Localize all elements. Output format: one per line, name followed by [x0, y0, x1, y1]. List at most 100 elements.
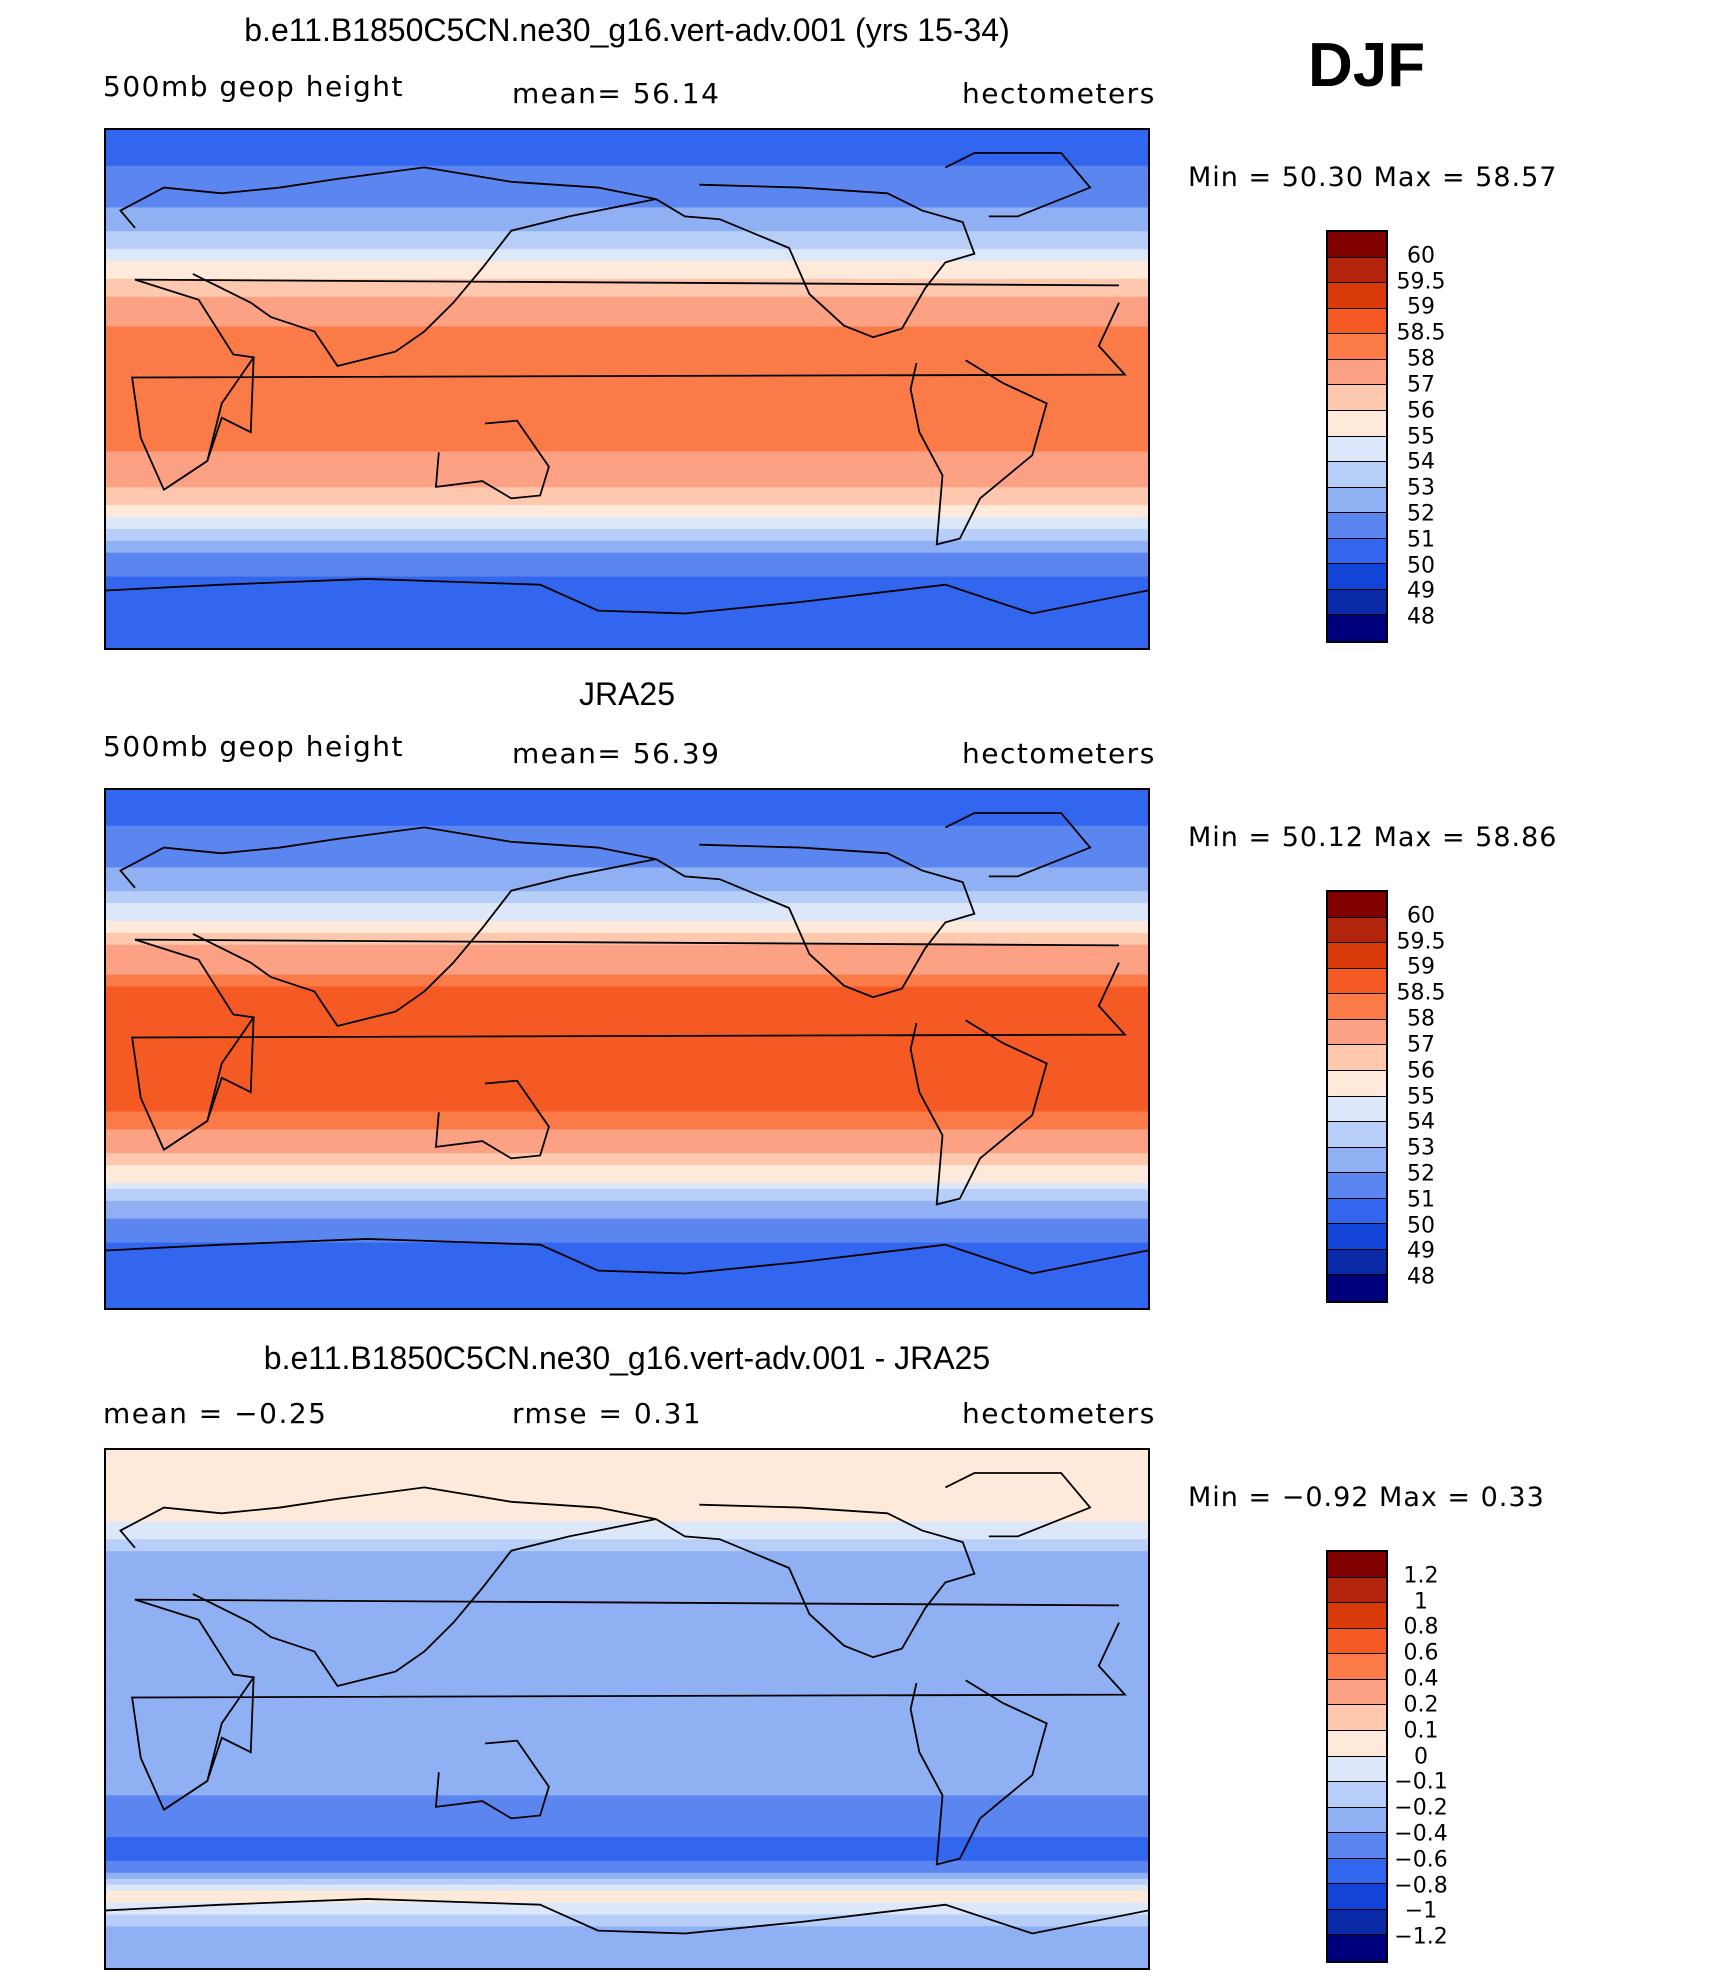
field-band: [106, 1188, 1148, 1196]
colorbar-label: 0.8: [1403, 1614, 1439, 1640]
field-band: [106, 1765, 1148, 1773]
field-band: [106, 1087, 1148, 1095]
coastline: [106, 578, 1148, 615]
field-band: [106, 1467, 1148, 1475]
field-band: [106, 1735, 1148, 1743]
field-band: [106, 1634, 1148, 1642]
field-band: [106, 1831, 1148, 1838]
panel-3-field: [106, 1450, 1148, 1968]
field-band: [106, 314, 1148, 322]
colorbar-label: 0: [1414, 1744, 1428, 1769]
colorbar-label: 50: [1407, 1213, 1435, 1239]
panel-1-units: hectometers: [962, 77, 1156, 110]
colorbar-swatch: [1328, 487, 1386, 514]
field-band: [106, 1878, 1148, 1886]
colorbar-label: 51: [1407, 527, 1435, 553]
field-band: [106, 1046, 1148, 1053]
field-band: [106, 1010, 1148, 1017]
field-band: [106, 1896, 1148, 1904]
field-band: [106, 831, 1148, 839]
field-band: [106, 552, 1148, 560]
field-band: [106, 1575, 1148, 1582]
panel-2-field: [106, 790, 1148, 1308]
field-band: [106, 873, 1148, 880]
panel-3-rmse: rmse = 0.31: [512, 1397, 703, 1430]
field-band: [106, 308, 1148, 316]
field-band: [106, 1580, 1148, 1588]
field-band: [106, 368, 1148, 375]
panel-2-colorbar: [1326, 890, 1388, 1303]
field-band: [106, 986, 1148, 994]
field-band: [106, 837, 1148, 845]
colorbar-label: 55: [1407, 1084, 1435, 1109]
field-band: [106, 153, 1148, 161]
colorbar-swatch: [1328, 513, 1386, 539]
field-band: [106, 1266, 1148, 1273]
field-band: [106, 1165, 1148, 1172]
field-band: [106, 511, 1148, 518]
field-band: [106, 1795, 1148, 1802]
field-band: [106, 1700, 1148, 1707]
field-band: [106, 1557, 1148, 1564]
field-band: [106, 249, 1148, 256]
colorbar-label: 0.6: [1403, 1640, 1439, 1666]
field-band: [106, 475, 1148, 482]
field-band: [106, 819, 1148, 827]
field-band: [106, 1563, 1148, 1570]
field-band: [106, 1628, 1148, 1636]
coastline: [909, 1019, 1048, 1206]
colorbar-label: 51: [1407, 1187, 1435, 1213]
field-band: [106, 165, 1148, 173]
field-band: [106, 1890, 1148, 1898]
colorbar-label: 48: [1407, 604, 1435, 630]
field-band: [106, 903, 1148, 910]
coastline: [163, 1017, 255, 1151]
field-band: [106, 171, 1148, 179]
colorbar-swatch: [1328, 1679, 1386, 1706]
field-band: [106, 1182, 1148, 1190]
field-band: [106, 296, 1148, 304]
colorbar-swatch: [1328, 1070, 1386, 1097]
colorbar-swatch: [1328, 1249, 1386, 1276]
coastline: [909, 1679, 1048, 1866]
field-band: [106, 493, 1148, 500]
field-band: [106, 974, 1148, 982]
field-band: [106, 1141, 1148, 1148]
field-band: [106, 1807, 1148, 1814]
field-band: [106, 570, 1148, 578]
colorbar-label: −0.4: [1394, 1821, 1448, 1847]
field-band: [106, 1081, 1148, 1089]
colorbar-swatch: [1328, 1628, 1386, 1655]
field-band: [106, 1230, 1148, 1238]
field-band: [106, 630, 1148, 637]
field-band: [106, 1842, 1148, 1850]
field-band: [106, 320, 1148, 328]
field-band: [106, 1450, 1148, 1457]
field-band: [106, 302, 1148, 310]
field-band: [106, 1717, 1148, 1725]
field-band: [106, 487, 1148, 494]
field-band: [106, 1022, 1148, 1029]
field-band: [106, 920, 1148, 928]
field-band: [106, 944, 1148, 952]
field-band: [106, 433, 1148, 441]
field-band: [106, 135, 1148, 143]
colorbar-label: −1: [1404, 1898, 1438, 1924]
field-band: [106, 992, 1148, 999]
field-band: [106, 564, 1148, 572]
colorbar-label: 55: [1407, 424, 1435, 449]
field-band: [106, 1117, 1148, 1125]
field-band: [106, 1658, 1148, 1665]
field-band: [106, 1533, 1148, 1540]
field-band: [106, 427, 1148, 435]
panel-1-colorbar: [1326, 230, 1388, 643]
coastline: [944, 812, 1092, 878]
panel-2-variable: 500mb geop height: [103, 730, 404, 763]
field-band: [106, 909, 1148, 916]
field-band: [106, 1147, 1148, 1154]
field-band: [106, 1604, 1148, 1612]
colorbar-swatch: [1328, 1045, 1386, 1071]
field-band: [106, 612, 1148, 619]
field-band: [106, 1302, 1148, 1308]
field-band: [106, 397, 1148, 405]
